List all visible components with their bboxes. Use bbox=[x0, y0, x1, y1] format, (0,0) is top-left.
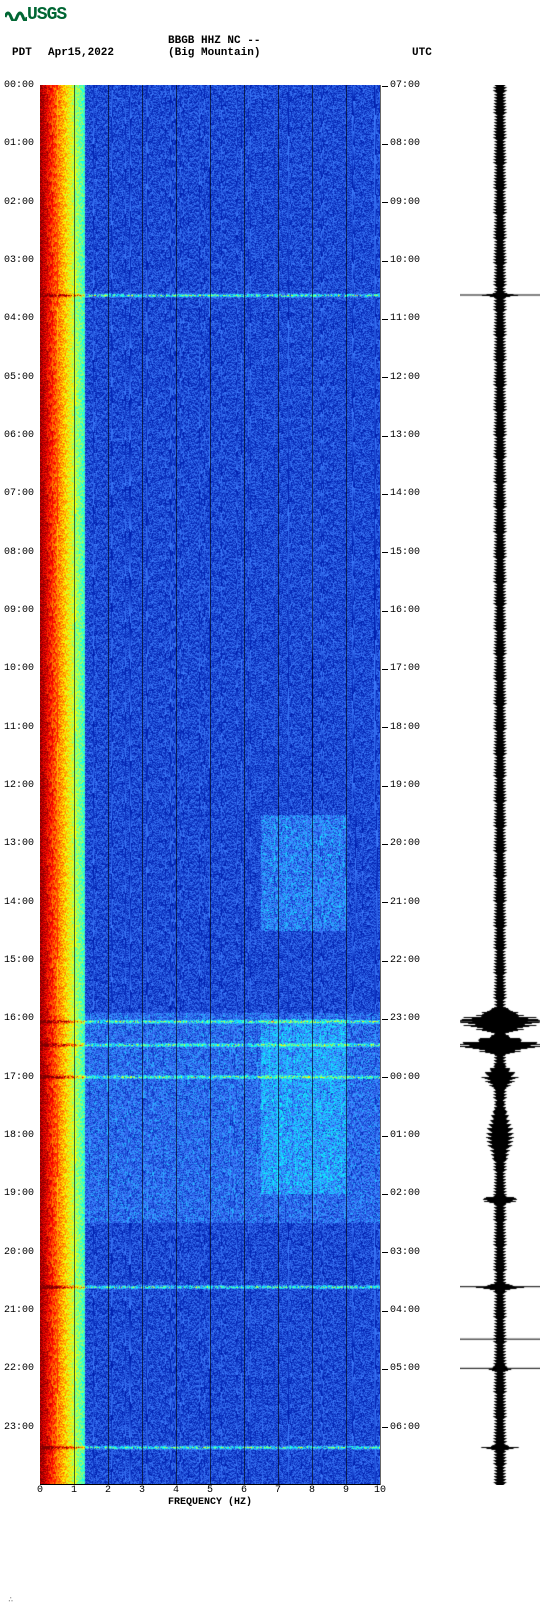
left-tick: 02:00 bbox=[4, 197, 34, 208]
right-tick: 03:00 bbox=[390, 1247, 420, 1258]
x-tick: 8 bbox=[309, 1485, 315, 1496]
left-tick: 22:00 bbox=[4, 1363, 34, 1374]
x-tick: 3 bbox=[139, 1485, 145, 1496]
right-time-axis: 07:0008:0009:0010:0011:0012:0013:0014:00… bbox=[382, 85, 437, 1485]
right-tick: 04:00 bbox=[390, 1305, 420, 1316]
right-tick: 20:00 bbox=[390, 838, 420, 849]
left-tick: 20:00 bbox=[4, 1247, 34, 1258]
left-tick: 04:00 bbox=[4, 313, 34, 324]
right-tick: 23:00 bbox=[390, 1013, 420, 1024]
left-time-axis: 00:0001:0002:0003:0004:0005:0006:0007:00… bbox=[0, 85, 38, 1485]
left-tick: 14:00 bbox=[4, 897, 34, 908]
seismogram-canvas bbox=[460, 85, 540, 1485]
right-tick: 08:00 bbox=[390, 138, 420, 149]
usgs-logo: USGS bbox=[5, 5, 66, 25]
left-tick: 18:00 bbox=[4, 1130, 34, 1141]
left-tick: 16:00 bbox=[4, 1013, 34, 1024]
right-tick: 00:00 bbox=[390, 1072, 420, 1083]
right-tick: 01:00 bbox=[390, 1130, 420, 1141]
right-tick: 19:00 bbox=[390, 780, 420, 791]
left-tick: 23:00 bbox=[4, 1422, 34, 1433]
left-tick: 12:00 bbox=[4, 780, 34, 791]
x-tick: 2 bbox=[105, 1485, 111, 1496]
left-tick: 00:00 bbox=[4, 80, 34, 91]
x-axis-label: FREQUENCY (HZ) bbox=[40, 1497, 380, 1508]
left-tick: 13:00 bbox=[4, 838, 34, 849]
usgs-wave-icon bbox=[5, 7, 27, 21]
right-tick: 07:00 bbox=[390, 80, 420, 91]
right-tick: 16:00 bbox=[390, 605, 420, 616]
x-axis: FREQUENCY (HZ) 012345678910 bbox=[40, 1485, 380, 1515]
left-tick: 21:00 bbox=[4, 1305, 34, 1316]
right-tick: 06:00 bbox=[390, 1422, 420, 1433]
right-tick: 05:00 bbox=[390, 1363, 420, 1374]
gridline bbox=[380, 85, 381, 1485]
x-tick: 6 bbox=[241, 1485, 247, 1496]
station-id: BBGB HHZ NC -- bbox=[168, 35, 260, 47]
left-tick: 07:00 bbox=[4, 488, 34, 499]
logo-text: USGS bbox=[27, 5, 66, 25]
left-tick: 10:00 bbox=[4, 663, 34, 674]
x-tick: 10 bbox=[374, 1485, 386, 1496]
x-tick: 7 bbox=[275, 1485, 281, 1496]
right-tick: 17:00 bbox=[390, 663, 420, 674]
right-tick: 22:00 bbox=[390, 955, 420, 966]
date-label: Apr15,2022 bbox=[48, 47, 114, 59]
left-tick: 09:00 bbox=[4, 605, 34, 616]
spectrogram-plot bbox=[40, 85, 380, 1485]
left-tick: 11:00 bbox=[4, 722, 34, 733]
spectrogram-canvas bbox=[40, 85, 380, 1485]
right-tick: 11:00 bbox=[390, 313, 420, 324]
left-tick: 01:00 bbox=[4, 138, 34, 149]
right-tick: 12:00 bbox=[390, 372, 420, 383]
right-tick: 14:00 bbox=[390, 488, 420, 499]
left-tick: 17:00 bbox=[4, 1072, 34, 1083]
right-tick: 13:00 bbox=[390, 430, 420, 441]
left-tick: 06:00 bbox=[4, 430, 34, 441]
seismogram-plot bbox=[460, 85, 540, 1485]
tz-left-label: PDT bbox=[12, 47, 32, 59]
left-tick: 08:00 bbox=[4, 547, 34, 558]
right-tick: 10:00 bbox=[390, 255, 420, 266]
left-tick: 05:00 bbox=[4, 372, 34, 383]
left-tick: 15:00 bbox=[4, 955, 34, 966]
footer-mark: ∴ bbox=[8, 1595, 13, 1605]
x-tick: 4 bbox=[173, 1485, 179, 1496]
tz-right-label: UTC bbox=[412, 47, 432, 59]
right-tick: 15:00 bbox=[390, 547, 420, 558]
x-tick: 0 bbox=[37, 1485, 43, 1496]
right-tick: 18:00 bbox=[390, 722, 420, 733]
right-tick: 21:00 bbox=[390, 897, 420, 908]
x-tick: 1 bbox=[71, 1485, 77, 1496]
x-tick: 9 bbox=[343, 1485, 349, 1496]
left-tick: 03:00 bbox=[4, 255, 34, 266]
right-tick: 09:00 bbox=[390, 197, 420, 208]
left-tick: 19:00 bbox=[4, 1188, 34, 1199]
x-tick: 5 bbox=[207, 1485, 213, 1496]
right-tick: 02:00 bbox=[390, 1188, 420, 1199]
station-name: (Big Mountain) bbox=[168, 47, 260, 59]
